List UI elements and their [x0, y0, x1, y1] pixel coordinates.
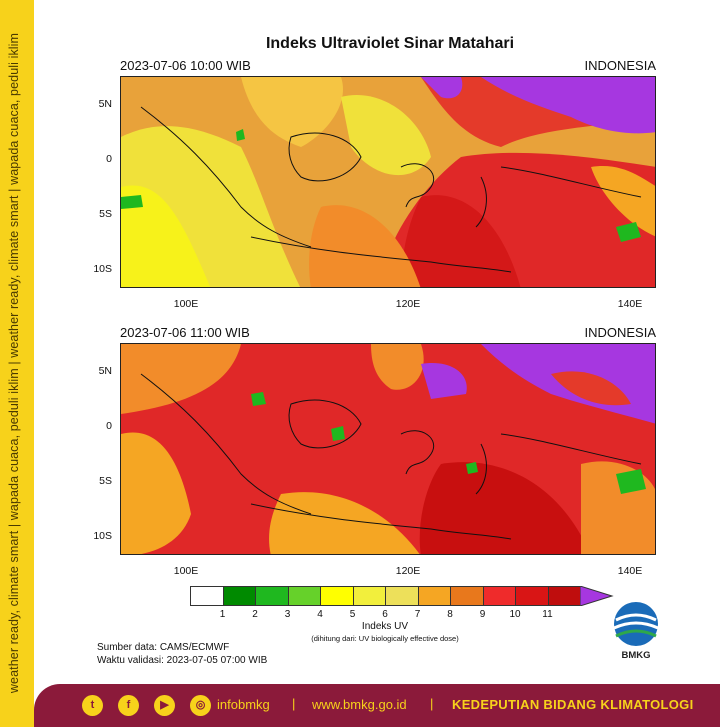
footer-bar: t f ▶ ◎ infobmkg | www.bmkg.go.id | KEDE… [34, 684, 720, 727]
lon-label-100e: 100E [173, 298, 199, 310]
lat-label-10s: 10S [93, 530, 112, 542]
lon-label-120e: 120E [395, 565, 421, 577]
colorbar-tick-label: 2 [252, 609, 258, 620]
lon-label-140e: 140E [617, 565, 643, 577]
lat-label-0: 0 [106, 420, 112, 432]
colorbar-cell [320, 586, 354, 606]
panel-region: INDONESIA [584, 325, 656, 340]
colorbar-cell [352, 586, 386, 606]
uv-map [120, 76, 656, 288]
colorbar-tick-label: 7 [414, 609, 421, 620]
lon-label-140e: 140E [617, 298, 643, 310]
colorbar-cell [190, 586, 224, 606]
panel-datetime: 2023-07-06 11:00 WIB [120, 325, 250, 340]
colorbar-tick-label: 6 [382, 609, 388, 620]
colorbar-cell [222, 586, 256, 606]
colorbar-subtitle: (dihitung dari: UV biologically effectiv… [311, 634, 459, 643]
facebook-icon[interactable]: f [118, 695, 139, 716]
source-info: Sumber data: CAMS/ECMWF Waktu validasi: … [97, 641, 267, 667]
colorbar-cell [417, 586, 451, 606]
lat-label-5s: 5S [99, 475, 112, 487]
lat-label-5n: 5N [98, 365, 112, 377]
footer-divider: | [292, 696, 296, 711]
footer-website-link[interactable]: www.bmkg.go.id [312, 697, 407, 712]
footer-handle[interactable]: infobmkg [217, 697, 270, 712]
lon-label-100e: 100E [173, 565, 199, 577]
bmkg-logo [610, 602, 662, 662]
validity-line: Waktu validasi: 2023-07-05 07:00 WIB [97, 655, 268, 666]
colorbar-title: Indeks UV [361, 621, 409, 632]
footer-divider: | [430, 696, 434, 711]
panel-region: INDONESIA [584, 58, 656, 73]
uv-map [120, 343, 656, 555]
side-banner-text: weather ready, climate smart | wapada cu… [7, 32, 21, 694]
lat-label-10s: 10S [93, 263, 112, 275]
source-data-line: Sumber data: CAMS/ECMWF [97, 642, 230, 653]
colorbar-tick-label: 5 [349, 609, 356, 620]
page-title: Indeks Ultraviolet Sinar Matahari [265, 35, 515, 52]
colorbar-cell [385, 586, 419, 606]
colorbar-tick-label: 11 [542, 609, 553, 620]
colorbar-arrow [580, 586, 614, 606]
colorbar-cell [547, 586, 581, 606]
colorbar-tick-label: 10 [509, 609, 521, 620]
uv-map-panel-1100: 2023-07-06 11:00 WIB INDONESIA 5 [82, 325, 682, 581]
colorbar-tick-label: 1 [219, 609, 226, 620]
youtube-icon[interactable]: ▶ [154, 695, 175, 716]
side-banner: weather ready, climate smart | wapada cu… [0, 0, 34, 727]
colorbar-cell [287, 586, 321, 606]
colorbar-tick-label: 3 [284, 609, 291, 620]
lat-label-0: 0 [106, 153, 112, 165]
colorbar-tick-label: 8 [447, 609, 453, 620]
lat-label-5n: 5N [98, 98, 112, 110]
colorbar-cell [515, 586, 549, 606]
uv-map-panel-1000: 2023-07-06 10:00 WIB INDONESIA [82, 58, 682, 314]
colorbar-cell [482, 586, 516, 606]
footer-department: KEDEPUTIAN BIDANG KLIMATOLOGI [452, 697, 694, 712]
colorbar-cell [255, 586, 289, 606]
colorbar-cell [450, 586, 484, 606]
colorbar-tick-label: 4 [317, 609, 323, 620]
instagram-icon[interactable]: ◎ [190, 695, 211, 716]
panel-datetime: 2023-07-06 10:00 WIB [120, 58, 251, 73]
bmkg-logo-text: BMKG [621, 650, 651, 661]
twitter-icon[interactable]: t [82, 695, 103, 716]
colorbar-tick-label: 9 [479, 609, 486, 620]
lon-label-120e: 120E [395, 298, 421, 310]
lat-label-5s: 5S [99, 208, 112, 220]
